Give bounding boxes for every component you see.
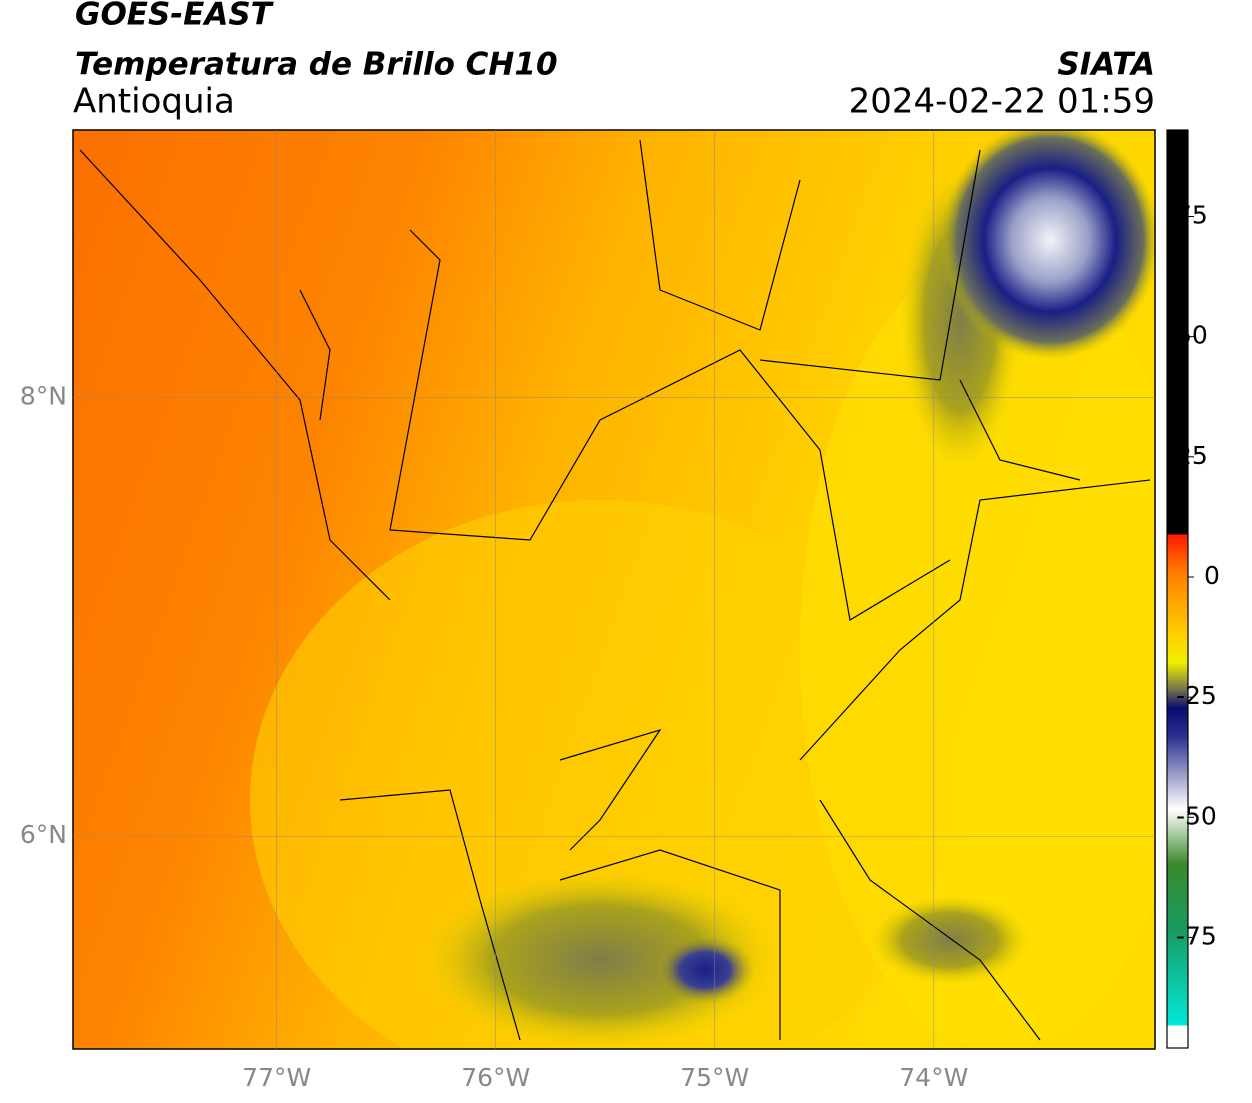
- colorbar-tick-label: 25: [1176, 441, 1208, 470]
- source: SIATA: [1057, 47, 1155, 83]
- x-tick-label: 77°W: [242, 1063, 311, 1092]
- subtitle: Temperatura de Brillo CH10: [75, 47, 558, 83]
- x-tick-label: 76°W: [461, 1063, 530, 1092]
- colorbar-tick-label: 50: [1176, 321, 1208, 350]
- colorbar-tick-label: -25: [1176, 681, 1217, 710]
- colorbar-tick-label: -75: [1176, 921, 1217, 950]
- x-tick-label: 74°W: [899, 1063, 968, 1092]
- colorbar-tick-label: 0: [1204, 561, 1220, 590]
- colorbar: [1166, 129, 1189, 1049]
- y-tick-label: 6°N: [20, 820, 67, 849]
- satellite-image: [73, 130, 1155, 1049]
- timestamp: 2024-02-22 01:59: [849, 82, 1155, 122]
- x-tick-label: 75°W: [680, 1063, 749, 1092]
- map-frame: [72, 129, 1156, 1050]
- title: GOES-EAST: [75, 0, 275, 33]
- colorbar-tick-label: -50: [1176, 801, 1217, 830]
- y-tick-label: 8°N: [20, 382, 67, 411]
- region: Antioquia: [73, 82, 235, 122]
- colorbar-tick-label: 75: [1176, 201, 1208, 230]
